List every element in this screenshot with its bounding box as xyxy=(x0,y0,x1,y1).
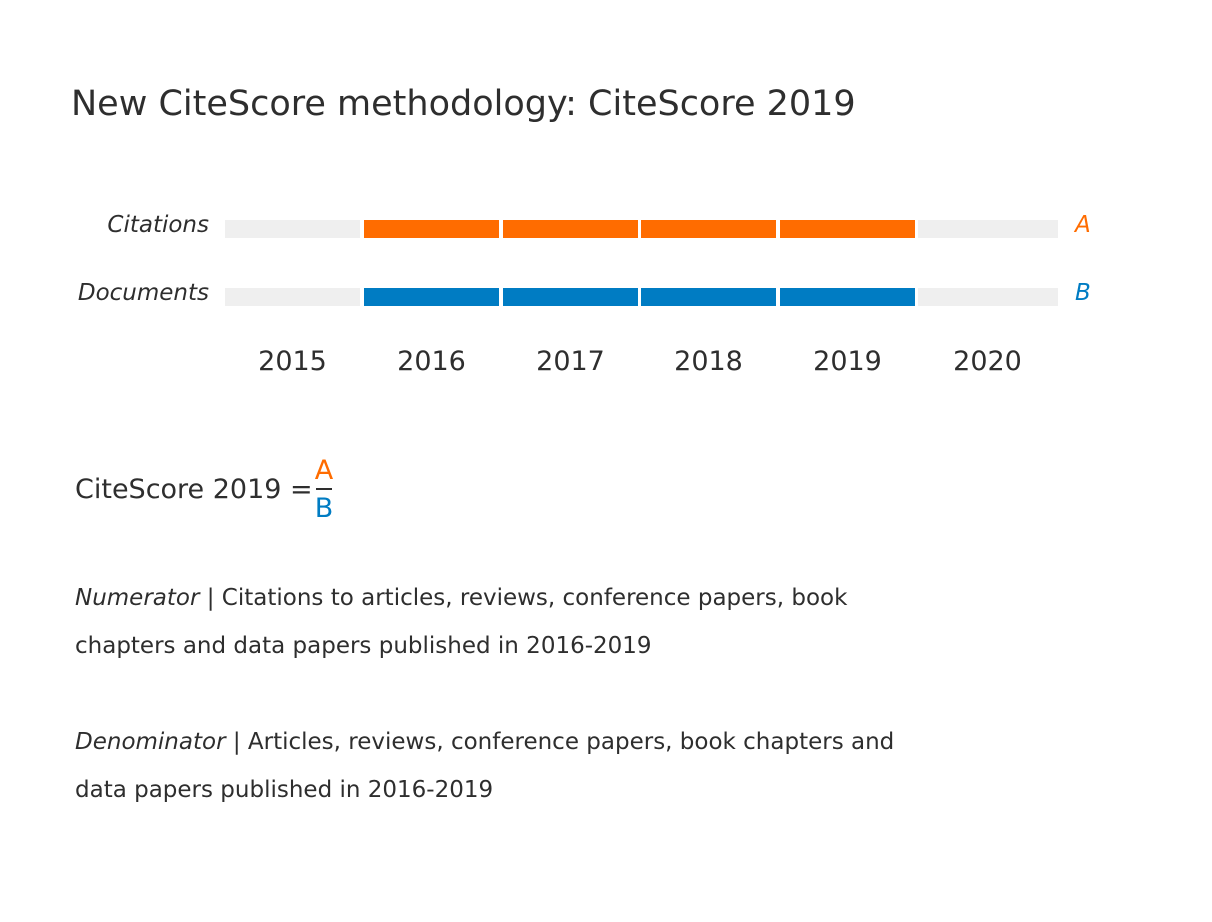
formula-fraction: A B xyxy=(313,455,335,528)
year-label-2018: 2018 xyxy=(674,346,743,377)
citations-row-label: Citations xyxy=(107,212,209,238)
denominator-term: Denominator xyxy=(75,729,226,755)
year-label-2015: 2015 xyxy=(258,346,327,377)
documents-segment-2015 xyxy=(225,288,360,306)
documents-letter-b: B xyxy=(1075,280,1091,306)
documents-segment-2020 xyxy=(918,288,1058,306)
citations-segment-2015 xyxy=(225,220,360,238)
fraction-bar xyxy=(316,488,332,490)
year-label-2020: 2020 xyxy=(953,346,1022,377)
numerator-text: | Citations to articles, reviews, confer… xyxy=(75,585,848,659)
denominator-description: Denominator | Articles, reviews, confere… xyxy=(75,718,895,814)
citations-segment-2019 xyxy=(780,220,915,238)
page-title: New CiteScore methodology: CiteScore 201… xyxy=(71,84,856,124)
citations-segment-2016 xyxy=(364,220,499,238)
year-label-2017: 2017 xyxy=(536,346,605,377)
numerator-description: Numerator | Citations to articles, revie… xyxy=(75,574,895,670)
fraction-denominator: B xyxy=(314,493,334,524)
documents-segment-2016 xyxy=(364,288,499,306)
citations-timeline-bar xyxy=(225,220,1058,238)
documents-timeline-bar xyxy=(225,288,1058,306)
year-label-2016: 2016 xyxy=(397,346,466,377)
formula-label: CiteScore 2019 = xyxy=(75,474,313,505)
documents-row-label: Documents xyxy=(77,280,209,306)
citations-segment-2020 xyxy=(918,220,1058,238)
citations-letter-a: A xyxy=(1075,212,1091,238)
citations-segment-2017 xyxy=(503,220,638,238)
fraction-numerator: A xyxy=(314,455,334,486)
citations-segment-2018 xyxy=(641,220,776,238)
numerator-term: Numerator xyxy=(75,585,200,611)
year-label-2019: 2019 xyxy=(813,346,882,377)
documents-segment-2018 xyxy=(641,288,776,306)
denominator-text: | Articles, reviews, conference papers, … xyxy=(75,729,895,803)
documents-segment-2019 xyxy=(780,288,915,306)
documents-segment-2017 xyxy=(503,288,638,306)
